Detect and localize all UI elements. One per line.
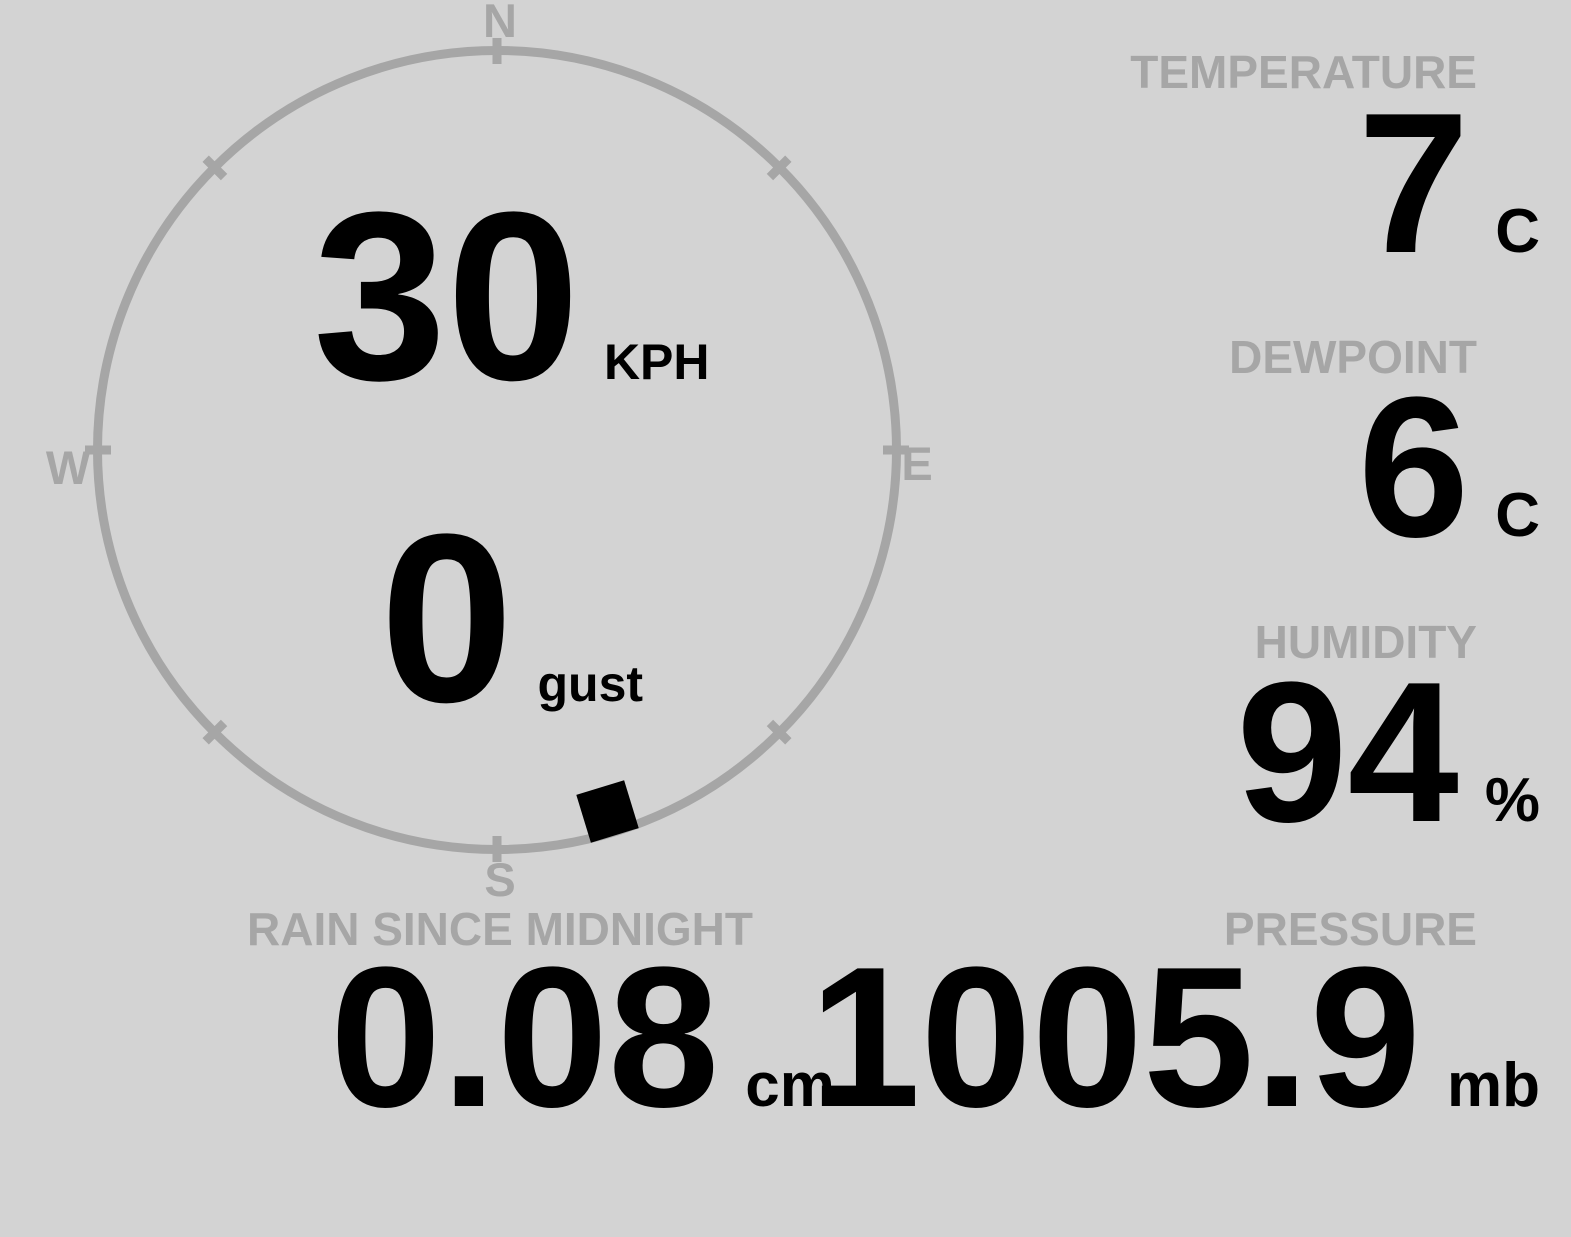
compass-label-south: S bbox=[484, 853, 516, 906]
wind-speed-readout: 30 KPH bbox=[313, 176, 710, 416]
wind-speed-value: 30 bbox=[313, 162, 580, 430]
temperature-header: TEMPERATURE bbox=[1130, 46, 1477, 98]
compass-label-north: N bbox=[483, 0, 517, 47]
compass-tick bbox=[492, 38, 502, 64]
rain-unit: cm bbox=[745, 1051, 835, 1120]
humidity-header: HUMIDITY bbox=[1254, 616, 1477, 668]
humidity-unit: % bbox=[1484, 766, 1540, 835]
pressure-unit: mb bbox=[1447, 1051, 1540, 1120]
dewpoint-unit: C bbox=[1495, 481, 1540, 550]
humidity-value: 94 bbox=[1236, 641, 1459, 864]
compass-tick bbox=[492, 836, 502, 862]
compass-tick bbox=[883, 445, 909, 455]
temperature-value: 7 bbox=[1357, 72, 1470, 295]
compass-tick bbox=[85, 445, 111, 455]
rain-readout: 0.08 cm bbox=[330, 938, 835, 1138]
dewpoint-value: 6 bbox=[1357, 356, 1470, 579]
rain-value: 0.08 bbox=[330, 926, 720, 1149]
temperature-readout: 7 C bbox=[1358, 84, 1540, 284]
humidity-readout: 94 % bbox=[1236, 653, 1540, 853]
pressure-header: PRESSURE bbox=[1223, 903, 1477, 955]
wind-gust-label: gust bbox=[537, 656, 644, 712]
pressure-value: 1005.9 bbox=[809, 926, 1421, 1149]
rain-header: RAIN SINCE MIDNIGHT bbox=[247, 903, 753, 955]
wind-speed-unit: KPH bbox=[603, 334, 710, 390]
wind-gust-value: 0 bbox=[380, 484, 514, 752]
pressure-readout: 1005.9 mb bbox=[809, 938, 1540, 1138]
compass-label-west: W bbox=[45, 441, 91, 494]
temperature-unit: C bbox=[1495, 197, 1540, 266]
dewpoint-header: DEWPOINT bbox=[1229, 331, 1477, 383]
dewpoint-readout: 6 C bbox=[1358, 368, 1540, 568]
wind-gust-readout: 0 gust bbox=[380, 498, 643, 738]
